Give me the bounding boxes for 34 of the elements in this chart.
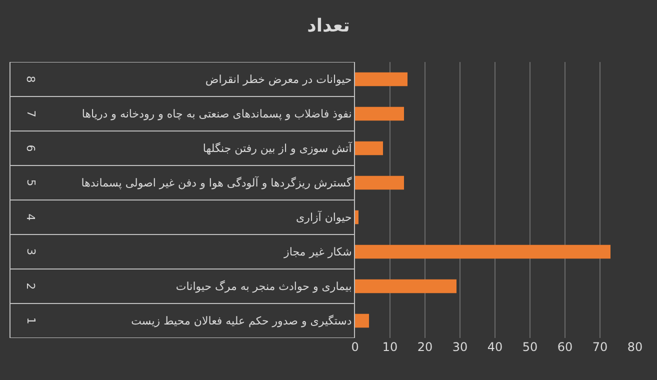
text: 5 (24, 179, 38, 186)
x-tick-label: 20 (417, 340, 433, 354)
y-tick-label: نفوذ فاضلاب و پسماندهای صنعتی به چاه و رودخانه و دریاها (82, 108, 352, 121)
x-tick-label: 40 (487, 340, 503, 354)
text: 1 (24, 317, 38, 324)
y-tick-label: حیوان آزاری (296, 210, 352, 224)
bar (355, 244, 610, 259)
text: 7 (24, 110, 38, 118)
text: 6 (24, 144, 37, 152)
bar (355, 106, 404, 121)
x-tick-label: 50 (522, 340, 538, 354)
x-tick-label: 0 (351, 340, 359, 354)
x-tick-label: 70 (592, 340, 608, 354)
bar (355, 141, 383, 156)
bar (355, 210, 358, 224)
x-tick-label: 80 (627, 340, 643, 354)
x-tick-label: 60 (557, 340, 573, 354)
text: 8 (24, 76, 37, 83)
text: 4 (24, 214, 37, 221)
text: 3 (24, 248, 38, 256)
x-tick-label: 10 (382, 340, 398, 354)
y-tick-label: حیوانات در معرض خطر انقراض (205, 73, 352, 86)
bar (355, 176, 404, 190)
bar (355, 72, 408, 86)
bar (355, 314, 369, 328)
chart-title: تعداد (307, 16, 350, 37)
y-tick-label: شکار غیر مجاز (283, 246, 352, 259)
y-tick-label: دستگیری و صدور حکم علیه فعالان محیط زیست (131, 314, 352, 328)
y-tick-label: آتش سوزی و از بین رفتن جنگلها (202, 141, 353, 156)
bar (355, 279, 456, 294)
text: 2 (24, 282, 37, 290)
y-tick-label: بیماری و حوادث منجر به مرگ حیوانات (176, 280, 352, 294)
x-tick-label: 30 (452, 340, 468, 354)
y-tick-label: گسترش ریزگردها و آلودگی هوا و دفن غیر اصولی پسماندها (81, 176, 353, 190)
